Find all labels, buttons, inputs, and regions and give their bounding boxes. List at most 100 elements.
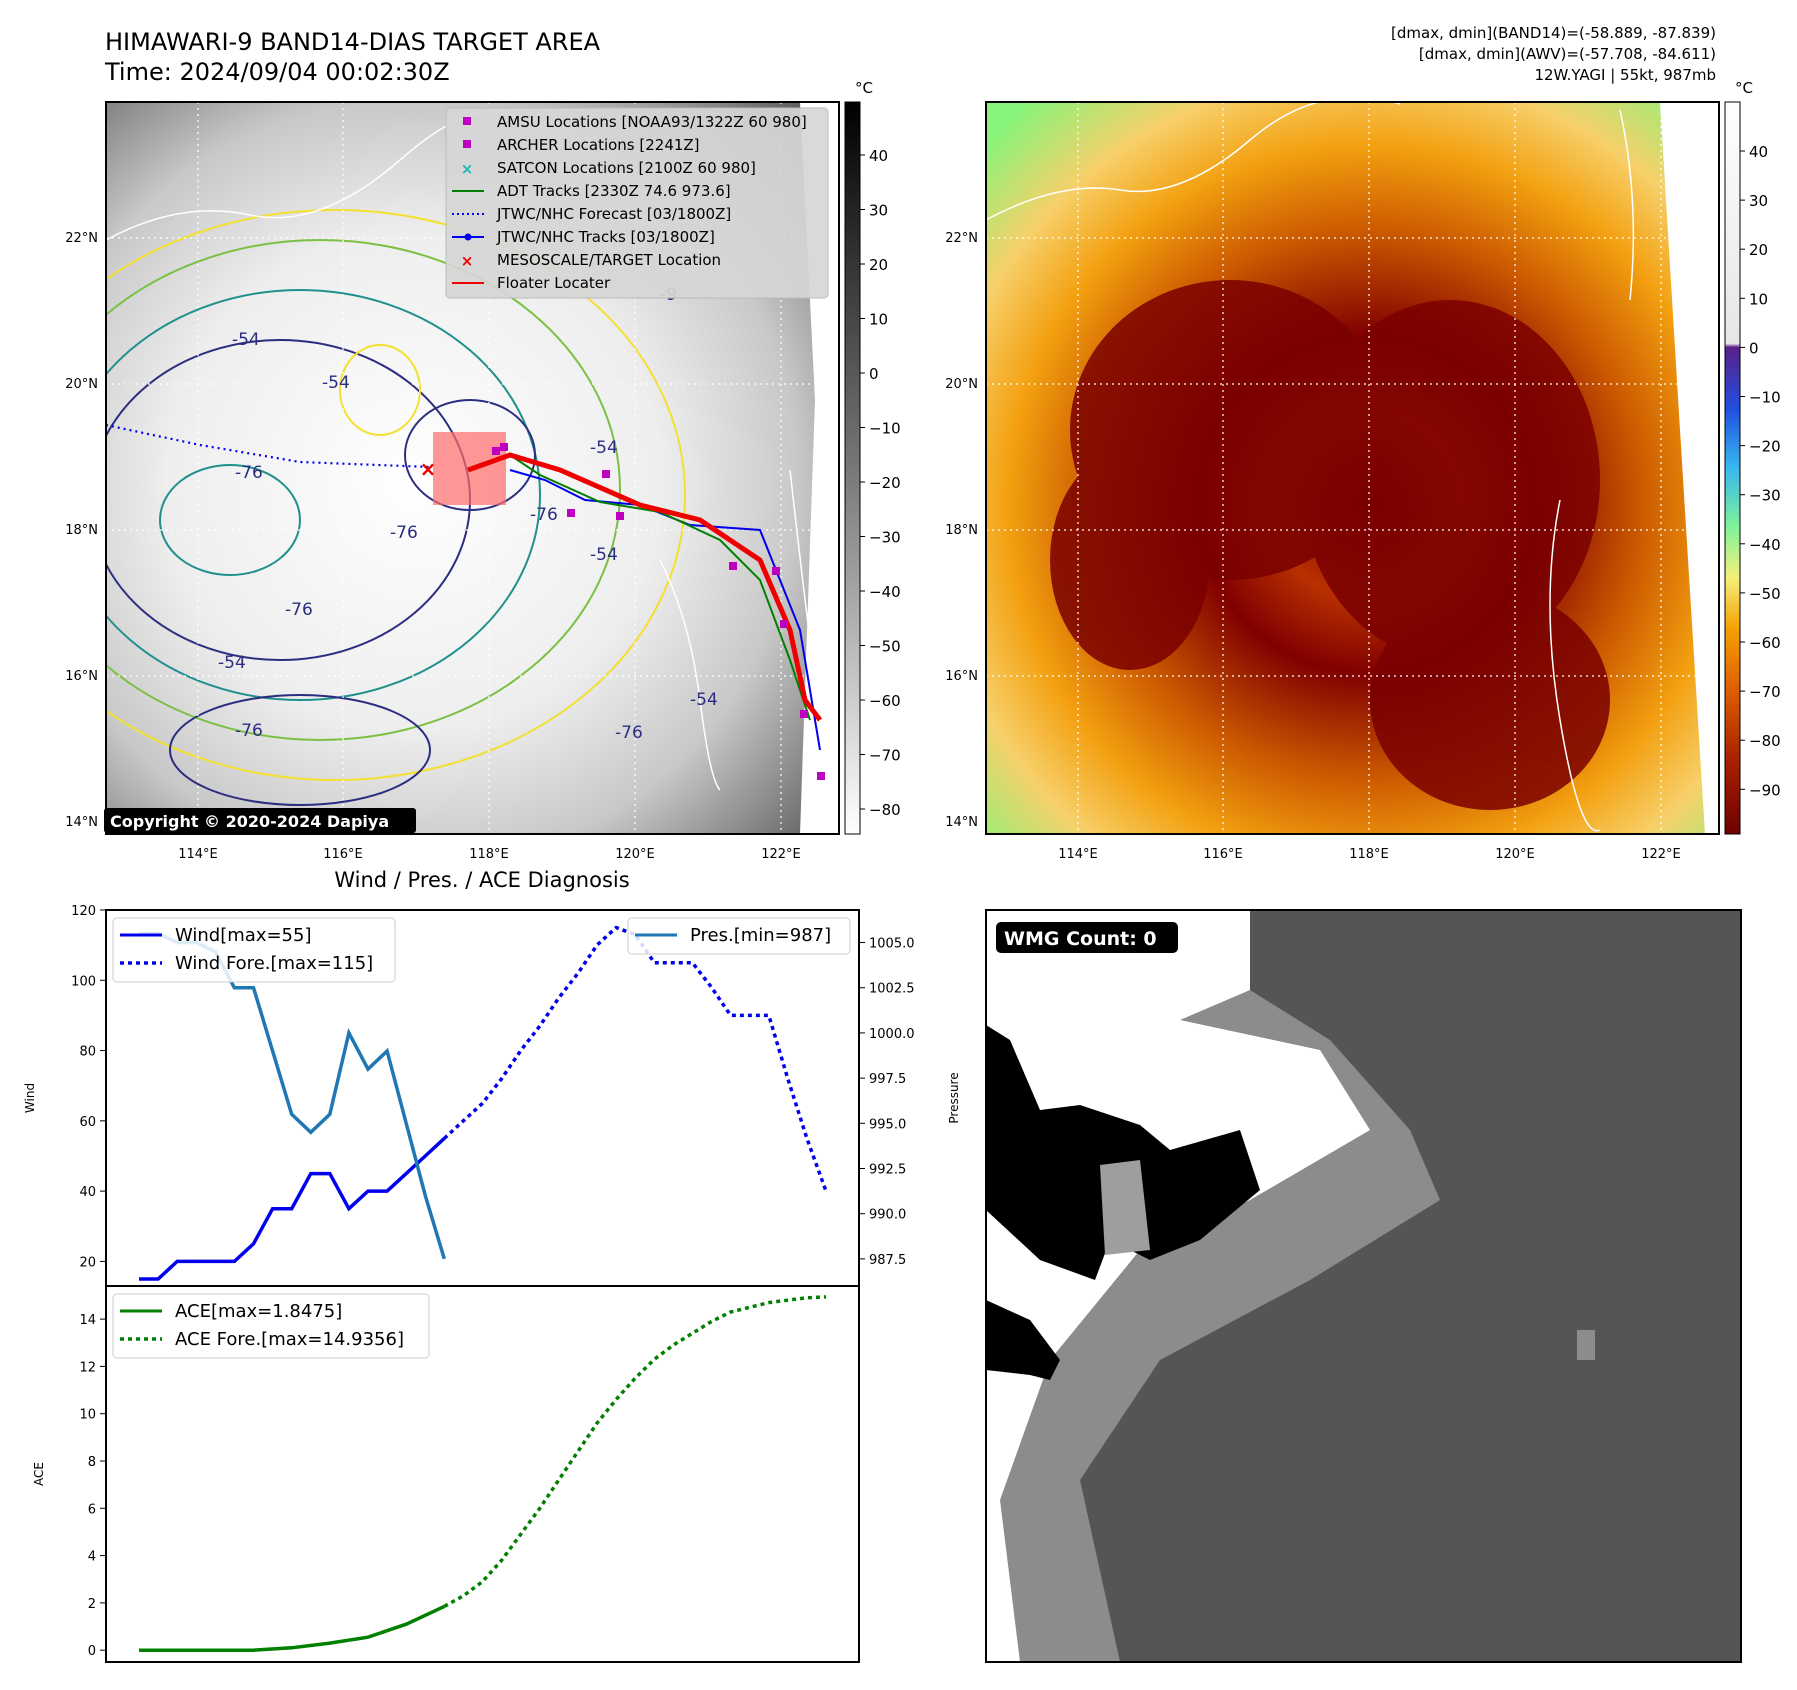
- svg-text:16°N: 16°N: [945, 669, 978, 684]
- svg-text:-54: -54: [690, 690, 718, 710]
- awv-colorbar-tick-label: −10: [1749, 389, 1781, 407]
- ir-colorbar-tick-label: −20: [869, 474, 901, 492]
- map-gridlines-right: [986, 102, 1719, 834]
- pressure-tick-label: 1000.0: [869, 1027, 915, 1042]
- ir-colorbar-tick-label: −30: [869, 529, 901, 547]
- ir-colorbar-tick-label: −80: [869, 801, 901, 819]
- pressure-tick-label: 995.0: [869, 1117, 906, 1132]
- awv-colorbar-tick-label: −90: [1749, 781, 1781, 799]
- svg-text:-54: -54: [590, 545, 618, 565]
- amsu-archer-markers: [492, 443, 825, 780]
- legend-box: [445, 107, 829, 299]
- wind-tick-label: 80: [79, 1045, 96, 1060]
- awv-colorbar-tick-label: 40: [1749, 143, 1768, 161]
- wind-pressure-chart: 20 40 60 80 100 120 987.5 990.0 992.5 995.0 997.5…: [23, 904, 961, 1287]
- wmg-count-label: WMG Count: 0: [1004, 928, 1157, 950]
- ace-tick-label: 10: [79, 1408, 96, 1423]
- wind-tick-label: 100: [71, 974, 96, 989]
- ace-axis-ticks: 0 2 4 6 8 10 12 14: [79, 1313, 106, 1659]
- legend-entry-adt: ADT Tracks [2330Z 74.6 973.6]: [452, 182, 731, 200]
- svg-text:20°N: 20°N: [65, 377, 98, 392]
- legend-entry-jtwc-tracks: JTWC/NHC Tracks [03/1800Z]: [452, 228, 715, 246]
- svg-text:22°N: 22°N: [65, 231, 98, 246]
- ir-map-lon-ticks: 114°E 116°E 118°E 120°E 122°E: [178, 847, 801, 862]
- svg-text:-54: -54: [218, 653, 246, 673]
- wind-tick-label: 20: [79, 1255, 96, 1270]
- pressure-tick-label: 1002.5: [869, 982, 915, 997]
- svg-text:×: ×: [461, 252, 474, 270]
- diagnosis-heading: Wind / Pres. / ACE Diagnosis: [334, 868, 629, 892]
- no-data-region-right: [1660, 102, 1719, 834]
- ace-tick-label: 6: [88, 1502, 96, 1517]
- figure-title: HIMAWARI-9 BAND14-DIAS TARGET AREA: [105, 28, 601, 56]
- svg-text:JTWC/NHC Tracks [03/1800Z]: JTWC/NHC Tracks [03/1800Z]: [496, 228, 715, 246]
- ace-tick-label: 0: [88, 1644, 96, 1659]
- wmg-count-badge: [996, 922, 1178, 953]
- svg-text:122°E: 122°E: [1641, 847, 1681, 862]
- wmg-class-white: [986, 910, 1370, 1662]
- temperature-contours: [106, 209, 686, 806]
- ir-colorbar-tick-label: −10: [869, 420, 901, 438]
- awv-map-lon-ticks: 114°E 116°E 118°E 120°E 122°E: [1058, 847, 1681, 862]
- legend-wind-fore: Wind Fore.[max=115]: [175, 953, 373, 974]
- wmg-class-gray-patch: [1100, 1160, 1150, 1255]
- awv-colorbar-tick-label: 30: [1749, 192, 1768, 210]
- svg-text:Floater Locater: Floater Locater: [497, 274, 611, 292]
- ace-series-line-1: [443, 1295, 827, 1608]
- pressure-tick-label: 992.5: [869, 1163, 906, 1178]
- ir-map-frame: [105, 101, 840, 835]
- awv-colorbar-ticks: 40 30 20 10 0 −10 −20 −30 −40 −50 −60 −70 −80 −90: [1740, 143, 1781, 799]
- wmg-class-light-small: [1577, 1330, 1595, 1360]
- ace-tick-label: 14: [79, 1313, 96, 1328]
- svg-text:120°E: 120°E: [615, 847, 655, 862]
- svg-text:ADT Tracks [2330Z 74.6 973.6]: ADT Tracks [2330Z 74.6 973.6]: [497, 182, 731, 200]
- wind-legend: Wind[max=55] Wind Fore.[max=115]: [112, 917, 396, 983]
- mesoscale-target-marker: ×: [420, 457, 437, 481]
- contour-labels: -54 -76 -76 -54 -76 -54 -76 -54 -76 -54 …: [218, 285, 718, 743]
- ir-colorbar-tick-label: −70: [869, 747, 901, 765]
- ir-colorbar-tick-label: −60: [869, 692, 901, 710]
- awv-colorbar-tick-label: −50: [1749, 585, 1781, 603]
- svg-text:122°E: 122°E: [761, 847, 801, 862]
- ir-colorbar: [844, 101, 861, 835]
- svg-text:18°N: 18°N: [945, 523, 978, 538]
- svg-text:-76: -76: [530, 505, 558, 525]
- svg-text:-76: -76: [285, 600, 313, 620]
- wmg-class-black-small: [986, 1300, 1060, 1380]
- pressure-tick-label: 997.5: [869, 1072, 906, 1087]
- cold-cloud-regions: [1050, 280, 1610, 810]
- ace-series: [139, 1295, 827, 1652]
- awv-colorbar-tick-label: −40: [1749, 536, 1781, 554]
- wind-tick-label: 60: [79, 1115, 96, 1130]
- pressure-axis-label: Pressure: [947, 1072, 961, 1123]
- floater-locater-track: [467, 452, 822, 722]
- awv-colorbar-tick-label: −80: [1749, 732, 1781, 750]
- ace-frame: [105, 1285, 860, 1663]
- wind-axis-ticks: 20 40 60 80 100 120: [71, 904, 106, 1270]
- figure-time: Time: 2024/09/04 00:02:30Z: [104, 58, 450, 86]
- ir-colorbar-ticks: 40 30 20 10 0 −10 −20 −30 −40 −50 −60 −70 −80: [860, 147, 901, 819]
- awv-colorbar: [1724, 101, 1741, 835]
- svg-text:-76: -76: [390, 523, 418, 543]
- pressure-tick-label: 1005.0: [869, 937, 915, 952]
- awv-map-frame: [985, 101, 1720, 835]
- ir-colorbar-tick-label: 0: [869, 365, 879, 383]
- ace-tick-label: 2: [88, 1597, 96, 1612]
- ace-tick-label: 4: [88, 1550, 96, 1565]
- svg-text:-54: -54: [322, 373, 350, 393]
- pressure-tick-label: 987.5: [869, 1253, 906, 1268]
- legend-ace-fore: ACE Fore.[max=14.9356]: [175, 1329, 404, 1350]
- legend-entry-jtwc-forecast: JTWC/NHC Forecast [03/1800Z]: [452, 205, 731, 223]
- svg-text:18°N: 18°N: [65, 523, 98, 538]
- ace-tick-label: 12: [79, 1360, 96, 1375]
- legend-wind: Wind[max=55]: [175, 925, 312, 946]
- svg-text:116°E: 116°E: [323, 847, 363, 862]
- ace-series-line-0: [139, 1604, 446, 1652]
- map-legend: AMSU Locations [NOAA93/1322Z 60 980] ARC…: [445, 107, 829, 299]
- svg-text:22°N: 22°N: [945, 231, 978, 246]
- awv-colorbar-tick-label: 10: [1749, 290, 1768, 308]
- ace-axis-label: ACE: [32, 1462, 46, 1486]
- awv-map-panel: 114°E 116°E 118°E 120°E 122°E 22°N 20°N …: [945, 79, 1780, 862]
- ir-colorbar-tick-label: −40: [869, 583, 901, 601]
